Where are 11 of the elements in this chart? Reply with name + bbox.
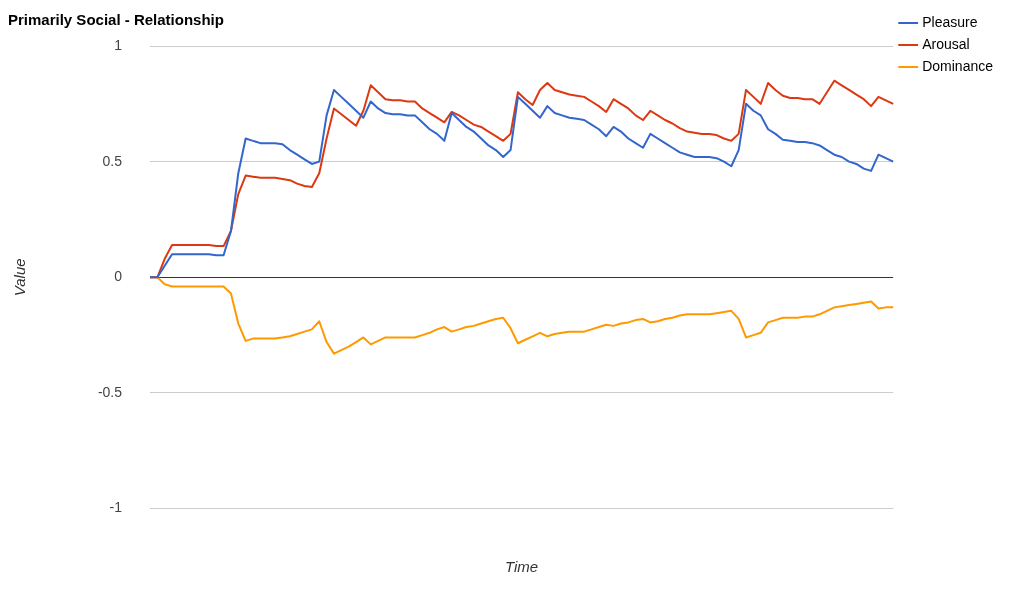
y-tick-label: 0 xyxy=(114,268,123,285)
y-tick-label: 1 xyxy=(114,36,123,53)
chart-title: Primarily Social - Relationship xyxy=(8,11,224,29)
legend-label: Dominance xyxy=(922,57,994,74)
y-tick-label: -1 xyxy=(109,499,123,516)
y-tick-label: 0.5 xyxy=(102,152,123,169)
x-axis-title: Time xyxy=(504,558,539,576)
legend-label: Arousal xyxy=(922,35,970,52)
legend-label: Pleasure xyxy=(922,13,978,30)
y-tick-label: -0.5 xyxy=(97,383,123,400)
y-axis-title: Value xyxy=(11,258,29,297)
